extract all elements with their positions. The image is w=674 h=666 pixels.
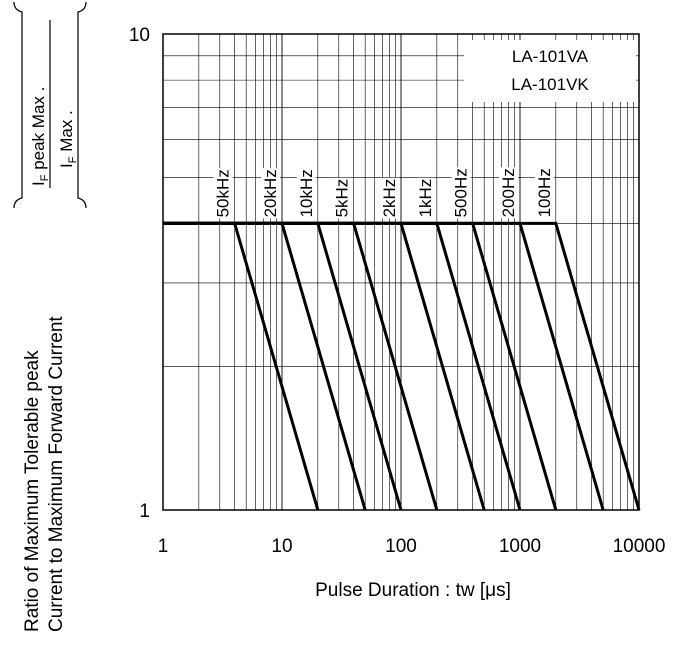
x-tick-label: 1000 (499, 536, 541, 557)
series-label-100Hz: 100Hz (535, 168, 554, 217)
x-tick-label: 10000 (613, 536, 666, 557)
legend-item-2: LA-101VK (511, 75, 589, 94)
x-tick-label: 10 (271, 536, 292, 557)
y-axis-formula: IF peak Max . IF Max . (13, 1, 87, 209)
series-label-1kHz: 1kHz (416, 179, 435, 218)
legend-box (464, 40, 636, 102)
y-axis-label-line-2: Current to Maximum Forward Current (46, 316, 67, 632)
series-label-bg (499, 167, 518, 219)
series-label-bg (261, 168, 280, 219)
formula-denominator: IF Max . (57, 110, 79, 168)
series-line-100Hz (163, 221, 641, 511)
legend: LA-101VA LA-101VK (464, 40, 636, 102)
series-label-bg (451, 167, 471, 219)
series-label-50kHz: 50kHz (214, 169, 233, 217)
plot-frame (162, 33, 640, 511)
frequency-labels: 50kHz 20kHz 10kHz 5kHz 2kHz 1kHz 500Hz 200Hz 100… (213, 167, 554, 219)
grid (163, 34, 639, 510)
series-label-5kHz: 5kHz (333, 179, 352, 218)
y-axis-label-line-1: Ratio of Maximum Tolerable peak (22, 350, 43, 632)
series-label-bg (332, 177, 352, 219)
series-label-2kHz: 2kHz (380, 179, 399, 218)
series-label-500Hz: 500Hz (452, 168, 471, 217)
series-lines (163, 221, 641, 511)
series-label-bg (213, 168, 233, 219)
tick-labels: 1 10 100 1000 10000 1 10 (129, 25, 666, 557)
legend-item-1: LA-101VA (512, 47, 589, 66)
x-axis-label: Pulse Duration : tw [μs] (315, 580, 511, 601)
x-tick-label: 1 (158, 536, 169, 557)
series-label-20kHz: 20kHz (261, 169, 280, 217)
y-axis-label: Ratio of Maximum Tolerable peak Current … (22, 316, 67, 632)
series-label-bg (534, 167, 554, 219)
formula-bracket-bottom (13, 1, 23, 209)
y-tick-label: 1 (139, 501, 150, 522)
series-label-bg (415, 177, 435, 219)
series-label-200Hz: 200Hz (499, 168, 518, 217)
y-tick-label: 10 (129, 25, 150, 46)
formula-numerator: IF peak Max . (29, 87, 51, 186)
x-tick-label: 100 (385, 536, 417, 557)
series-label-bg (296, 168, 316, 219)
formula-bracket-top (77, 1, 87, 209)
series-label-10kHz: 10kHz (297, 169, 316, 217)
series-label-bg (380, 177, 399, 219)
